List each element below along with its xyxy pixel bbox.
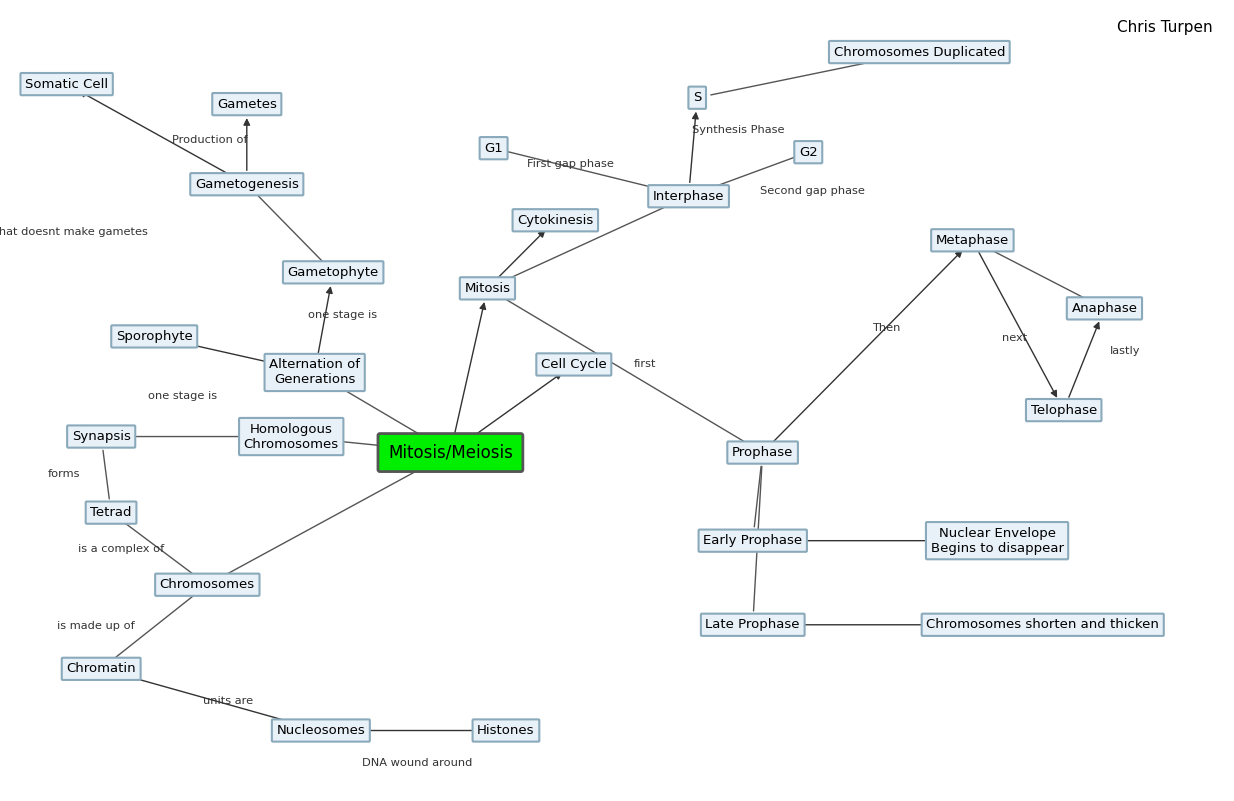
Text: Synthesis Phase: Synthesis Phase	[692, 125, 784, 135]
Text: Anaphase: Anaphase	[1071, 302, 1138, 315]
Text: Chromatin: Chromatin	[67, 662, 136, 675]
Text: Metaphase: Metaphase	[935, 234, 1009, 247]
Text: Gametophyte: Gametophyte	[288, 266, 379, 279]
Text: Somatic Cell: Somatic Cell	[25, 78, 109, 91]
Text: S: S	[694, 91, 701, 104]
Text: first: first	[634, 360, 656, 369]
Text: cell that doesnt make gametes: cell that doesnt make gametes	[0, 227, 148, 237]
Text: next: next	[1002, 333, 1027, 343]
Text: Gametogenesis: Gametogenesis	[195, 178, 299, 191]
Text: DNA wound around: DNA wound around	[362, 758, 473, 767]
Text: Homologous
Chromosomes: Homologous Chromosomes	[243, 423, 339, 450]
Text: Late Prophase: Late Prophase	[706, 618, 800, 631]
Text: lastly: lastly	[1111, 346, 1140, 356]
Text: Telophase: Telophase	[1030, 404, 1097, 417]
Text: G2: G2	[798, 146, 818, 159]
Text: Cell Cycle: Cell Cycle	[540, 358, 607, 371]
Text: Cytokinesis: Cytokinesis	[517, 214, 594, 227]
Text: one stage is: one stage is	[308, 310, 378, 320]
Text: is a complex of: is a complex of	[78, 544, 164, 553]
Text: Chris Turpen: Chris Turpen	[1117, 20, 1212, 35]
Text: Mitosis/Meiosis: Mitosis/Meiosis	[387, 444, 513, 461]
Text: Chromosomes Duplicated: Chromosomes Duplicated	[834, 46, 1004, 58]
Text: Mitosis: Mitosis	[464, 282, 511, 295]
Text: Chromosomes: Chromosomes	[159, 578, 255, 591]
Text: is made up of: is made up of	[57, 622, 136, 631]
Text: G1: G1	[484, 142, 503, 155]
Text: Histones: Histones	[478, 724, 534, 737]
Text: Prophase: Prophase	[732, 446, 793, 459]
Text: Interphase: Interphase	[653, 190, 724, 203]
Text: forms: forms	[48, 469, 80, 479]
Text: Chromosomes shorten and thicken: Chromosomes shorten and thicken	[927, 618, 1159, 631]
Text: units are: units are	[204, 696, 253, 706]
Text: Gametes: Gametes	[217, 98, 276, 111]
Text: Production of: Production of	[172, 135, 248, 145]
Text: Second gap phase: Second gap phase	[760, 186, 864, 195]
Text: Early Prophase: Early Prophase	[703, 534, 802, 547]
Text: First gap phase: First gap phase	[527, 159, 613, 169]
Text: Synapsis: Synapsis	[72, 430, 131, 443]
Text: Tetrad: Tetrad	[90, 506, 132, 519]
Text: Sporophyte: Sporophyte	[116, 330, 193, 343]
Text: one stage is: one stage is	[148, 391, 217, 400]
Text: Alternation of
Generations: Alternation of Generations	[269, 359, 360, 386]
Text: Then: Then	[872, 324, 900, 333]
Text: Nucleosomes: Nucleosomes	[276, 724, 365, 737]
Text: Nuclear Envelope
Begins to disappear: Nuclear Envelope Begins to disappear	[930, 527, 1064, 554]
